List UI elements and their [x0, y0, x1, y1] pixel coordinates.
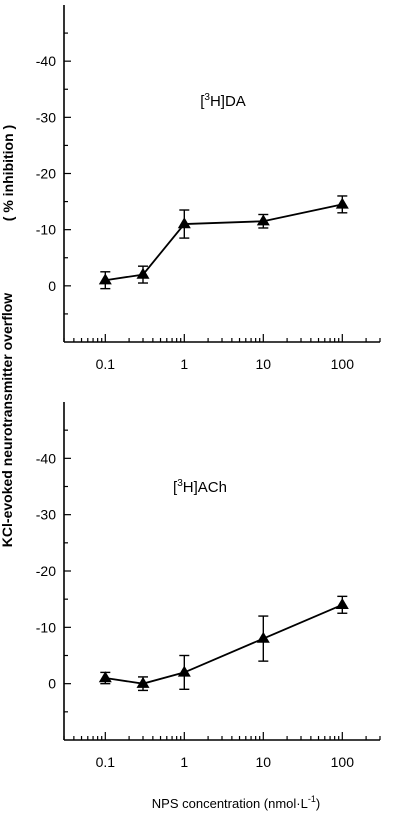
panel-label-prefix: [	[173, 479, 178, 496]
chart-panel-dopamine: -40 -30 -20 -10 0 0.1 1 10 100 [3H]DA	[36, 5, 381, 372]
series-line	[105, 203, 343, 282]
data-point-triangle	[177, 217, 191, 229]
panel-label: [3H]ACh	[173, 478, 227, 496]
data-point-triangle	[98, 273, 112, 285]
y-tick-label: -40	[36, 53, 56, 69]
x-tick-label: 10	[256, 754, 272, 770]
y-tick-label: -10	[36, 222, 56, 238]
panel-label-prefix: [	[200, 93, 205, 110]
y-tick-label: -10	[36, 619, 56, 635]
y-tick-label: -20	[36, 166, 56, 182]
x-tick-label: 1	[180, 356, 188, 372]
y-axis-label: KCl-evoked neurotransmitter overflow	[0, 293, 15, 547]
x-axis-label-sup: -1	[308, 794, 316, 804]
x-tick-label: 10	[256, 356, 272, 372]
x-tick-label: 0.1	[96, 754, 116, 770]
panel-label-sup: 3	[177, 478, 183, 489]
data-point-triangle	[98, 671, 112, 683]
panel-label-sup: 3	[204, 92, 210, 103]
panel-label-main: H]DA	[210, 93, 246, 110]
y-tick-label: 0	[48, 278, 56, 294]
y-axis-label-line2: ( % inhibition )	[0, 125, 16, 221]
x-axis-label-main: NPS concentration (nmol·L	[152, 796, 308, 811]
x-tick-label: 0.1	[96, 356, 116, 372]
y-axis-label-units: ( % inhibition )	[0, 125, 16, 221]
y-tick-label: -30	[36, 507, 56, 523]
x-tick-label: 100	[331, 754, 355, 770]
x-axis-label-end: )	[316, 796, 320, 811]
x-tick-label: 1	[180, 754, 188, 770]
y-tick-label: 0	[48, 676, 56, 692]
y-tick-label: -30	[36, 109, 56, 125]
series-line	[105, 603, 343, 685]
data-point-triangle	[256, 631, 270, 643]
data-point-triangle	[177, 665, 191, 677]
data-point-triangle	[335, 197, 349, 209]
y-tick-label: -40	[36, 450, 56, 466]
panel-label-main: H]ACh	[183, 479, 227, 496]
panel-label: [3H]DA	[200, 92, 246, 110]
x-tick-label: 100	[331, 356, 355, 372]
data-point-triangle	[256, 214, 270, 226]
y-tick-label: -20	[36, 563, 56, 579]
data-point-triangle	[136, 267, 150, 279]
y-axis-label-line1: KCl-evoked neurotransmitter overflow	[0, 293, 15, 547]
data-point-triangle	[335, 597, 349, 609]
chart-panel-acetylcholine: -40 -30 -20 -10 0 0.1 1 10 100 [3H]ACh	[36, 402, 381, 770]
data-point-triangle	[136, 676, 150, 688]
x-axis-label: NPS concentration (nmol·L-1)	[152, 794, 320, 811]
